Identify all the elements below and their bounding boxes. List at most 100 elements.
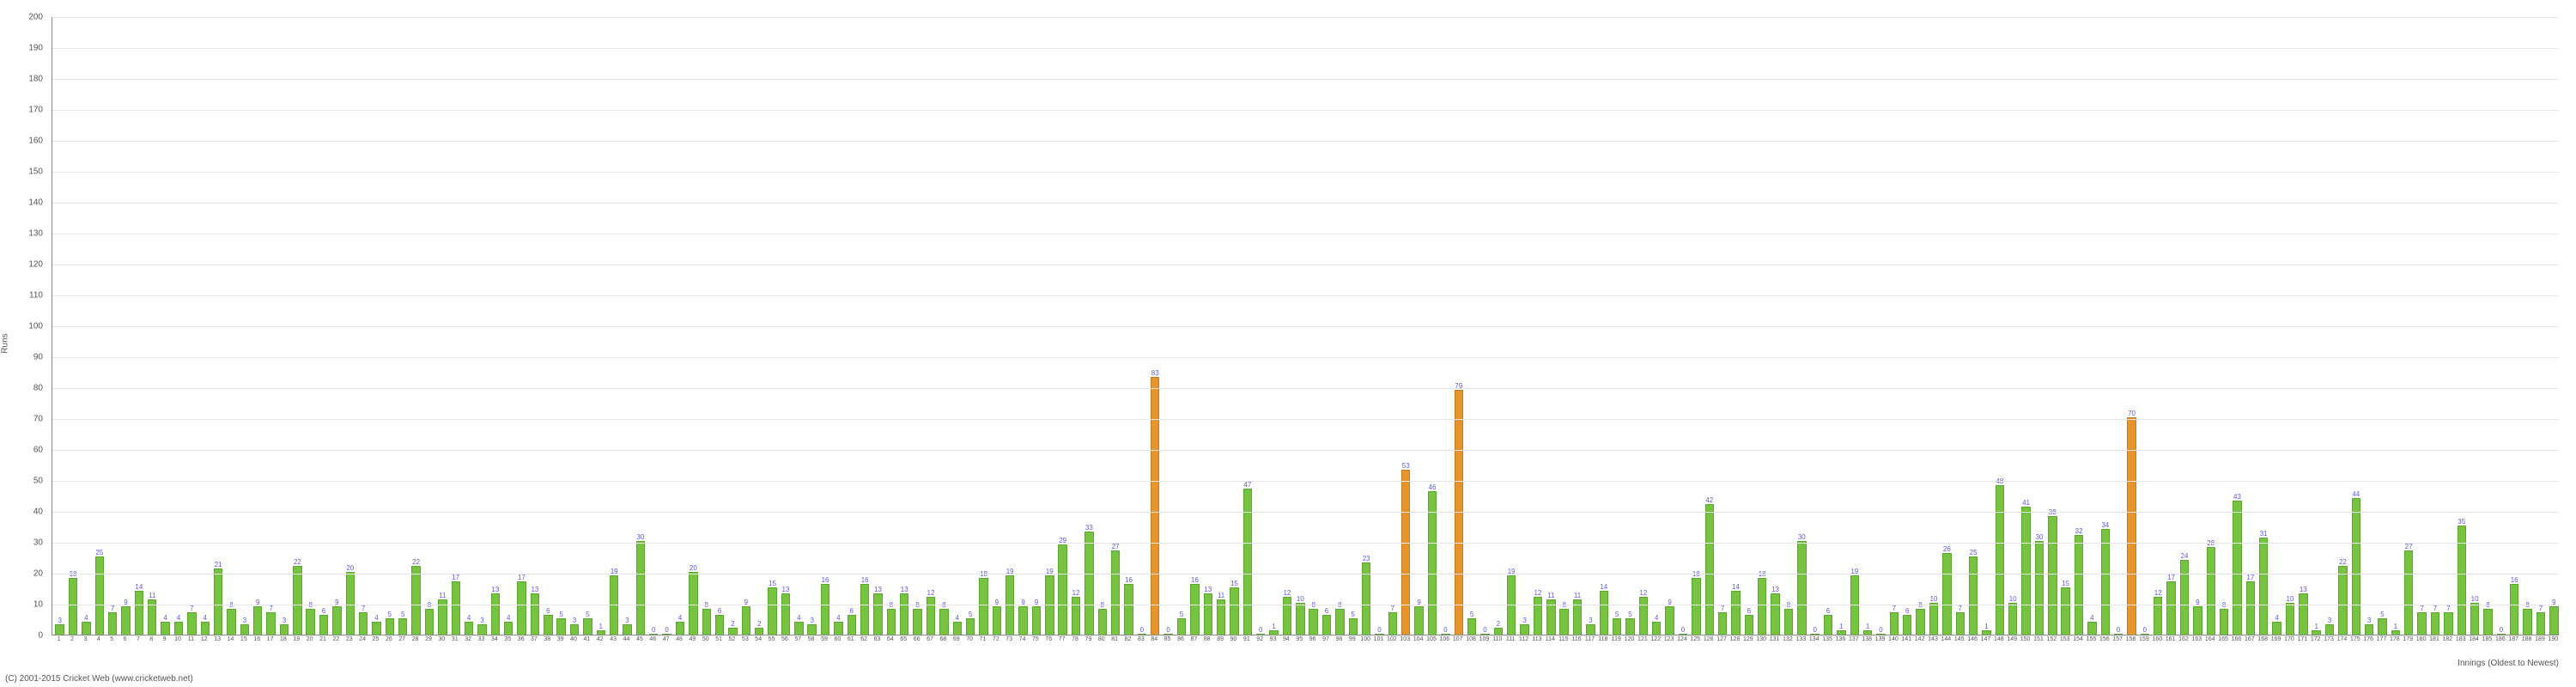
y-tick-label: 0: [0, 631, 43, 641]
x-tick-label: 130: [1756, 635, 1766, 642]
bar-value-label: 6: [546, 608, 550, 616]
x-tick-label: 180: [2416, 635, 2427, 642]
bar: 13: [900, 593, 908, 635]
bar-value-label: 5: [969, 611, 972, 619]
bar-value-label: 29: [1059, 538, 1066, 545]
bar-value-label: 0: [1483, 627, 1486, 635]
bar-value-label: 0: [1377, 627, 1381, 635]
bar-value-label: 5: [401, 611, 404, 619]
bar: 30: [636, 541, 645, 635]
y-tick-label: 40: [0, 508, 43, 517]
x-tick-label: 115: [1558, 635, 1568, 642]
x-tick-label: 134: [1809, 635, 1820, 642]
x-tick-label: 28: [412, 635, 419, 642]
bar: 4: [953, 622, 962, 635]
bar-value-label: 19: [1850, 568, 1858, 576]
bar-value-label: 4: [467, 615, 471, 623]
bar-value-label: 7: [2539, 605, 2543, 613]
bar-value-label: 1: [599, 623, 603, 631]
bar: 4: [174, 622, 183, 635]
bar-value-label: 9: [335, 599, 338, 607]
bar: 10: [2470, 603, 2479, 635]
bar: 8: [1916, 609, 1924, 635]
bar-value-label: 25: [1970, 550, 1978, 557]
bar-value-label: 0: [2117, 627, 2120, 635]
x-tick-label: 156: [2099, 635, 2110, 642]
bar: 5: [966, 618, 975, 635]
bar: 8: [2483, 609, 2492, 635]
bar-value-label: 7: [2433, 605, 2437, 613]
bar: 3: [280, 624, 289, 635]
bar: 4: [2087, 622, 2096, 635]
gridline: [52, 295, 2559, 296]
x-tick-label: 109: [1479, 635, 1490, 642]
bar-value-label: 5: [2380, 611, 2384, 619]
y-tick-label: 110: [0, 291, 43, 301]
bar: 6: [715, 615, 724, 635]
gridline: [52, 481, 2559, 482]
gridline: [52, 357, 2559, 358]
bar: 7: [2537, 612, 2545, 635]
x-tick-label: 162: [2178, 635, 2189, 642]
bar-value-label: 0: [1259, 627, 1262, 635]
x-tick-label: 13: [214, 635, 221, 642]
y-tick-label: 170: [0, 106, 43, 115]
x-tick-label: 34: [491, 635, 498, 642]
x-tick-label: 118: [1598, 635, 1607, 642]
x-tick-label: 173: [2324, 635, 2334, 642]
x-tick-label: 120: [1625, 635, 1635, 642]
x-tick-label: 89: [1217, 635, 1224, 642]
bar-value-label: 9: [1021, 599, 1024, 607]
bar-value-label: 18: [980, 571, 987, 579]
bar-value-label: 11: [439, 593, 446, 600]
bar-value-label: 2: [731, 621, 734, 629]
x-tick-label: 6: [124, 635, 127, 642]
x-tick-label: 8: [149, 635, 153, 642]
x-tick-label: 129: [1743, 635, 1753, 642]
bar-value-label: 6: [718, 608, 721, 616]
x-tick-label: 185: [2482, 635, 2493, 642]
bar-value-label: 0: [1166, 627, 1170, 635]
x-tick-label: 59: [821, 635, 828, 642]
bar-value-label: 4: [374, 615, 378, 623]
bar-value-label: 38: [2049, 509, 2057, 517]
y-tick-label: 70: [0, 415, 43, 424]
bar-value-label: 7: [2446, 605, 2450, 613]
bar: 10: [1296, 603, 1304, 635]
x-tick-label: 159: [2139, 635, 2149, 642]
bar: 22: [2338, 566, 2347, 635]
x-tick-label: 111: [1506, 635, 1516, 642]
x-tick-label: 135: [1822, 635, 1832, 642]
bar: 5: [1177, 618, 1186, 635]
x-tick-label: 61: [848, 635, 854, 642]
x-tick-label: 58: [808, 635, 815, 642]
bar-value-label: 7: [1391, 605, 1394, 613]
bar-value-label: 6: [1747, 608, 1751, 616]
bar-value-label: 5: [586, 611, 589, 619]
bar: 13: [781, 593, 790, 635]
bar-value-label: 70: [2128, 410, 2136, 418]
bar: 6: [544, 615, 552, 635]
bar: 5: [583, 618, 592, 635]
x-tick-label: 3: [83, 635, 87, 642]
bar-value-label: 17: [518, 575, 526, 582]
gridline: [52, 110, 2559, 111]
bar: 17: [2166, 581, 2175, 635]
x-tick-label: 154: [2073, 635, 2083, 642]
gridline: [52, 79, 2559, 80]
bar-value-label: 48: [1996, 478, 2003, 486]
x-tick-label: 64: [887, 635, 894, 642]
bar-value-label: 3: [2328, 617, 2331, 625]
x-tick-label: 77: [1059, 635, 1066, 642]
x-tick-label: 67: [927, 635, 933, 642]
x-tick-label: 155: [2087, 635, 2097, 642]
x-tick-label: 72: [993, 635, 999, 642]
x-tick-label: 83: [1138, 635, 1145, 642]
x-tick-label: 73: [1005, 635, 1012, 642]
bar: 10: [1929, 603, 1938, 635]
bar-value-label: 16: [861, 577, 869, 585]
x-tick-label: 116: [1571, 635, 1581, 642]
bar-value-label: 8: [229, 602, 233, 610]
bar: 14: [1600, 591, 1608, 635]
x-tick-label: 188: [2522, 635, 2532, 642]
